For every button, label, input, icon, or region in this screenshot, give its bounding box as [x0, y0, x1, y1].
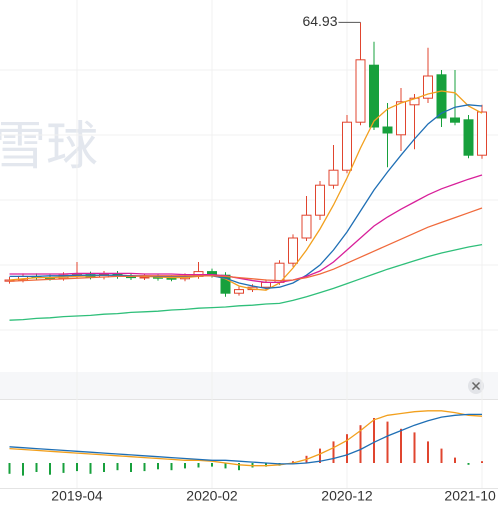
- macd-histogram-bar: [211, 463, 213, 467]
- macd-histogram-bar: [319, 448, 321, 463]
- candle-body: [436, 74, 447, 119]
- macd-histogram-bar: [143, 463, 146, 472]
- macd-histogram-bar: [130, 463, 132, 472]
- macd-histogram-bar: [22, 463, 24, 476]
- macd-histogram-bar: [184, 463, 186, 469]
- moving-average-line: [9, 207, 483, 282]
- macd-histogram-bar: [359, 425, 362, 463]
- watermark: 雪球: [0, 117, 98, 177]
- macd-histogram-bar: [481, 461, 483, 463]
- macd-histogram-bar: [170, 463, 173, 471]
- x-tick-label: 2021-10: [444, 488, 496, 504]
- macd-histogram-bar: [62, 463, 65, 473]
- macd-histogram-bar: [76, 463, 78, 472]
- macd-histogram-bar: [454, 457, 456, 463]
- x-tick-label: 2020-12: [321, 488, 373, 504]
- moving-average-line: [9, 104, 483, 290]
- candle-body: [261, 281, 271, 288]
- candle-body: [396, 101, 406, 136]
- panel-divider: [0, 372, 498, 399]
- macd-histogram-bar: [49, 463, 51, 475]
- max-price-label: 64.93: [302, 13, 337, 29]
- macd-histogram-bar: [332, 441, 335, 463]
- macd-histogram-bar: [373, 418, 375, 463]
- candle-body: [301, 214, 312, 239]
- plot: 2019-04 2020-02 2020-12 2021-10 64.93: [4, 0, 496, 504]
- moving-average-line: [9, 174, 483, 284]
- macd-histogram-bar: [400, 428, 402, 463]
- macd-histogram-bar: [238, 463, 240, 471]
- candle-body: [382, 126, 393, 134]
- macd-line: [9, 413, 482, 465]
- macd-histogram-bar: [116, 463, 119, 471]
- macd-histogram-bar: [346, 434, 348, 463]
- macd-histogram-bar: [89, 463, 92, 474]
- candle-body: [342, 121, 352, 171]
- x-tick-label: 2019-04: [51, 488, 103, 504]
- macd-histogram-bar: [292, 461, 294, 463]
- moving-average-line: [9, 90, 483, 291]
- candle-body: [166, 277, 177, 280]
- candle-body: [288, 237, 298, 264]
- macd-histogram-bar: [386, 421, 389, 463]
- macd-histogram-bar: [413, 432, 416, 463]
- macd-histogram-bar: [440, 448, 443, 463]
- macd-histogram-bar: [35, 463, 38, 472]
- grid: [0, 69, 498, 331]
- macd-histogram-bar: [224, 463, 227, 469]
- candle-body: [477, 111, 487, 156]
- macd-line: [9, 410, 483, 467]
- candle-body: [369, 64, 379, 128]
- macd-histogram-bar: [467, 463, 470, 465]
- candle-body: [463, 119, 474, 156]
- close-button[interactable]: [468, 378, 484, 394]
- candle-body: [423, 75, 433, 99]
- macd-histogram-bar: [157, 463, 159, 470]
- macd-histogram-bar: [8, 463, 11, 474]
- moving-average-line: [9, 243, 483, 321]
- macd-histogram-bar: [103, 463, 105, 472]
- candle-body: [328, 169, 339, 186]
- candle-body: [450, 117, 460, 123]
- candle-body: [315, 184, 325, 216]
- candle-body: [234, 289, 244, 294]
- macd-histogram-bar: [265, 463, 267, 467]
- macd-histogram-bar: [427, 441, 429, 463]
- x-tick-label: 2020-02: [186, 488, 238, 504]
- macd-histogram-bar: [197, 463, 200, 468]
- candle-body: [355, 59, 366, 123]
